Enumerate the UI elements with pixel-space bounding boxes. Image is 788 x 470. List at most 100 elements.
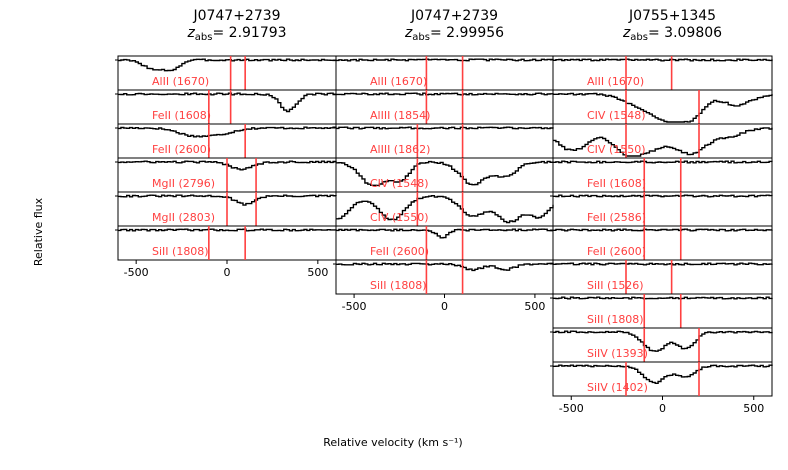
spectrum-line (553, 296, 773, 300)
redshift-symbol: z (404, 25, 413, 41)
panel-2-2: AlIII (1854) (333, 89, 554, 125)
panel-1-6: SiII (1808) (115, 225, 337, 261)
ion-label: SiII (1808) (152, 245, 209, 258)
ion-label: FeII (2600) (370, 245, 429, 258)
panel-2-4: CIV (1548) (333, 157, 554, 193)
redshift-subscript: abs (412, 32, 430, 43)
panel-2-7: SiII (1808) (333, 259, 554, 295)
ion-label: AlII (1670) (370, 75, 427, 88)
panel-3-9: SiIV (1393) (550, 327, 773, 363)
ion-label: SiII (1808) (587, 313, 644, 326)
spectrum-line (553, 228, 773, 232)
x-axis-label: Relative velocity (km s⁻¹) (323, 436, 462, 449)
spectrum-line (118, 92, 337, 113)
panel-frame (552, 123, 773, 159)
panel-1-4: MgII (2796) (115, 157, 337, 193)
panel-3-3: CIV (1550) (550, 123, 773, 159)
panel-3-8: SiII (1808) (550, 293, 773, 329)
x-tick-label: -500 (559, 402, 584, 415)
ion-label: FeII (1608) (587, 177, 646, 190)
ion-label: CIV (1550) (587, 143, 646, 156)
x-tick-label: -500 (124, 266, 149, 279)
panel-3-10: SiIV (1402) (550, 361, 773, 397)
spectrum-line (336, 228, 554, 239)
panel-3-7: SiII (1526) (550, 259, 773, 295)
spectrum-line (336, 262, 554, 272)
ion-label: MgII (2803) (152, 211, 215, 224)
panel-frame (335, 225, 554, 261)
panel-1-2: FeII (1608) (115, 89, 337, 125)
redshift-subscript: abs (630, 32, 648, 43)
panel-3-5: FeII (2586) (550, 191, 773, 227)
panel-frame (552, 225, 773, 261)
chart-title-redshift: zabs= 3.09806 (622, 25, 722, 43)
chart-title-redshift: zabs= 2.91793 (186, 25, 286, 43)
ion-label: AlIII (1862) (370, 143, 430, 156)
x-tick-label: -500 (342, 300, 367, 313)
panel-1-3: FeII (2600) (115, 123, 337, 159)
panel-3-1: AlII (1670) (550, 55, 773, 91)
panel-1-5: MgII (2803) (115, 191, 337, 227)
spectrum-line (553, 58, 773, 62)
spectrum-line (553, 262, 773, 266)
panel-3-2: CIV (1548) (550, 89, 773, 125)
ion-label: SiIV (1402) (587, 381, 648, 394)
x-tick-label: 0 (441, 300, 448, 313)
panel-frame (552, 89, 773, 125)
panel-3-4: FeII (1608) (550, 157, 773, 193)
redshift-value: = 2.99956 (430, 25, 504, 41)
chart-title-object: J0747+2739 (410, 8, 498, 24)
spectrum-line (553, 194, 773, 198)
panel-frame (335, 123, 554, 159)
x-tick-label: 500 (307, 266, 328, 279)
ion-label: SiIV (1393) (587, 347, 648, 360)
spectrum-line (553, 127, 773, 157)
ion-label: AlII (1670) (152, 75, 209, 88)
spectrum-line (553, 92, 773, 123)
ion-label: FeII (2586) (587, 211, 646, 224)
panel-frame (117, 55, 337, 91)
x-tick-label: 0 (659, 402, 666, 415)
ion-label: AlIII (1854) (370, 109, 430, 122)
panel-frame (552, 293, 773, 329)
ion-label: CIV (1548) (370, 177, 429, 190)
spectrum-line (118, 160, 337, 171)
panel-2-6: FeII (2600) (333, 225, 554, 261)
redshift-subscript: abs (195, 32, 213, 43)
ion-label: FeII (1608) (152, 109, 211, 122)
ion-label: SiII (1808) (370, 279, 427, 292)
redshift-symbol: z (622, 25, 631, 41)
x-tick-label: 0 (224, 266, 231, 279)
ion-label: AlII (1670) (587, 75, 644, 88)
ion-label: FeII (2600) (152, 143, 211, 156)
chart-title-redshift: zabs= 2.99956 (404, 25, 504, 43)
spectrum-line (336, 195, 554, 224)
redshift-symbol: z (186, 25, 195, 41)
spectrum-line (336, 58, 554, 62)
panel-2-1: AlII (1670) (333, 55, 554, 91)
chart-title-object: J0755+1345 (628, 8, 716, 24)
spectrum-line (336, 92, 554, 96)
ion-label: MgII (2796) (152, 177, 215, 190)
panel-frame (335, 157, 554, 193)
panel-frame (552, 259, 773, 295)
ion-label: SiII (1526) (587, 279, 644, 292)
spectrum-line (118, 228, 337, 232)
chart-title-object: J0747+2739 (192, 8, 280, 24)
x-tick-label: 500 (524, 300, 545, 313)
y-axis-label: Relative flux (32, 197, 45, 266)
ion-label: CIV (1550) (370, 211, 429, 224)
x-tick-label: 500 (743, 402, 764, 415)
panel-2-3: AlIII (1862) (333, 123, 554, 159)
spectrum-line (336, 160, 554, 187)
spectrum-line (118, 194, 337, 206)
spectrum-line (553, 330, 773, 352)
spectrum-line (118, 58, 337, 72)
panel-3-6: FeII (2600) (550, 225, 773, 261)
redshift-value: = 3.09806 (648, 25, 722, 41)
